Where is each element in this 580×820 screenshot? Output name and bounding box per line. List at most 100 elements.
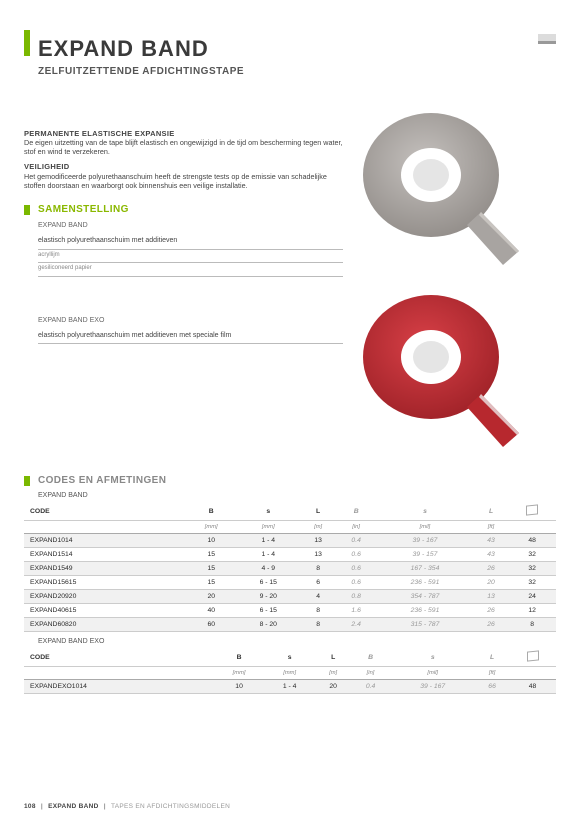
table-1-units-row: [mm][mm][m][in][mil][ft] <box>24 521 556 534</box>
table-cell: 26 <box>474 562 508 576</box>
table-cell: 43 <box>474 548 508 562</box>
table-col-header: L <box>300 502 336 521</box>
table-cell: 39 - 167 <box>390 680 475 694</box>
table-col-header: B <box>336 502 376 521</box>
table-col-unit <box>24 521 186 534</box>
table-row: EXPANDEXO1014101 - 4200.439 - 1676648 <box>24 680 556 694</box>
table-col-unit: [ft] <box>475 667 509 680</box>
table-cell: 20 <box>474 576 508 590</box>
tape-image-gray <box>351 97 521 277</box>
table-cell: 4 - 9 <box>236 562 300 576</box>
table-col-header: L <box>475 648 509 667</box>
table-cell: 9 - 20 <box>236 590 300 604</box>
page-marker-icon <box>538 34 556 44</box>
table-cell: EXPAND1014 <box>24 534 186 548</box>
table-row: EXPAND1514151 - 4130.639 - 1574332 <box>24 548 556 562</box>
table-cell: 6 <box>300 576 336 590</box>
intro-title-1: PERMANENTE ELASTISCHE EXPANSIE <box>24 129 343 138</box>
table-cell: 26 <box>474 604 508 618</box>
product-b-line1: elastisch polyurethaanschuim met additie… <box>38 329 343 345</box>
table-cell: 20 <box>186 590 236 604</box>
table-col-header: L <box>315 648 350 667</box>
table-cell: 32 <box>508 562 556 576</box>
table-cell: 15 <box>186 562 236 576</box>
table-cell: 1 - 4 <box>264 680 316 694</box>
package-icon <box>526 504 538 515</box>
table-cell: 26 <box>474 618 508 632</box>
table-col-header <box>508 502 556 521</box>
tape-image-red <box>351 279 521 459</box>
table-col-header: B <box>214 648 264 667</box>
table-cell: 32 <box>508 576 556 590</box>
table-col-unit: [in] <box>336 521 376 534</box>
section-composition: SAMENSTELLING <box>38 204 129 217</box>
table-cell: 43 <box>474 534 508 548</box>
package-icon <box>527 650 539 661</box>
table-cell: 6 - 15 <box>236 576 300 590</box>
table-cell: 32 <box>508 548 556 562</box>
product-a-line2a: acryllijm <box>38 250 343 264</box>
table-cell: 60 <box>186 618 236 632</box>
product-a-name: EXPAND BAND <box>38 222 343 231</box>
table-cell: EXPAND15615 <box>24 576 186 590</box>
table-cell: 167 - 354 <box>376 562 474 576</box>
table-cell: 0.6 <box>336 562 376 576</box>
table-cell: 48 <box>508 534 556 548</box>
table-col-header: s <box>390 648 475 667</box>
table-cell: 39 - 157 <box>376 548 474 562</box>
table-col-header: L <box>474 502 508 521</box>
table-cell: 24 <box>508 590 556 604</box>
table-cell: 8 <box>300 604 336 618</box>
table-cell: 6 - 15 <box>236 604 300 618</box>
intro-text-1: De eigen uitzetting van de tape blijft e… <box>24 138 343 156</box>
page-subtitle: ZELFUITZETTENDE AFDICHTINGSTAPE <box>38 66 556 77</box>
table-cell: 354 - 787 <box>376 590 474 604</box>
table-cell: 10 <box>214 680 264 694</box>
table-cell: 236 - 591 <box>376 576 474 590</box>
footer-crumb2: TAPES EN AFDICHTINGSMIDDELEN <box>111 803 230 810</box>
table-col-unit <box>24 667 214 680</box>
table-cell: 4 <box>300 590 336 604</box>
table-cell: 39 - 167 <box>376 534 474 548</box>
table-cell: 1 - 4 <box>236 534 300 548</box>
table-col-header: B <box>351 648 390 667</box>
table-col-unit: [m] <box>315 667 350 680</box>
table-cell: 1.6 <box>336 604 376 618</box>
table-row: EXPAND60820608 - 2082.4315 - 787268 <box>24 618 556 632</box>
table-cell: 66 <box>475 680 509 694</box>
table-col-unit: [mm] <box>236 521 300 534</box>
table-cell: 0.6 <box>336 548 376 562</box>
table-col-header: CODE <box>24 502 186 521</box>
table-row: EXPAND15615156 - 1560.6236 - 5912032 <box>24 576 556 590</box>
table-cell: 13 <box>300 548 336 562</box>
table-cell: 13 <box>474 590 508 604</box>
table-2-header-row: CODEBsLBsL <box>24 648 556 667</box>
table-cell: EXPAND60820 <box>24 618 186 632</box>
table-cell: 0.4 <box>336 534 376 548</box>
table-cell: 15 <box>186 548 236 562</box>
table-cell: EXPAND1514 <box>24 548 186 562</box>
table-cell: 315 - 787 <box>376 618 474 632</box>
table-col-header: s <box>376 502 474 521</box>
table-2-units-row: [mm][mm][m][in][mil][ft] <box>24 667 556 680</box>
page-title: EXPAND BAND <box>38 36 209 62</box>
table-col-header <box>509 648 556 667</box>
table-cell: 0.6 <box>336 576 376 590</box>
table-1-header-row: CODEBsLBsL <box>24 502 556 521</box>
product-b-name: EXPAND BAND EXO <box>38 317 343 326</box>
table-cell: 15 <box>186 576 236 590</box>
table-col-header: B <box>186 502 236 521</box>
product-a-line2b: gesiliconeerd papier <box>38 263 343 277</box>
footer-crumb1: EXPAND BAND <box>48 803 99 810</box>
table-col-header: CODE <box>24 648 214 667</box>
table-row: EXPAND20920209 - 2040.8354 - 7871324 <box>24 590 556 604</box>
table-cell: 1 - 4 <box>236 548 300 562</box>
table-cell: 236 - 591 <box>376 604 474 618</box>
table-cell: 8 <box>300 618 336 632</box>
table-cell: 0.4 <box>351 680 390 694</box>
table-cell: 20 <box>315 680 350 694</box>
section-accent-bar <box>24 476 30 486</box>
table1-label: EXPAND BAND <box>38 492 556 499</box>
table-col-unit: [mil] <box>376 521 474 534</box>
table-2: CODEBsLBsL [mm][mm][m][in][mil][ft] EXPA… <box>24 648 556 694</box>
